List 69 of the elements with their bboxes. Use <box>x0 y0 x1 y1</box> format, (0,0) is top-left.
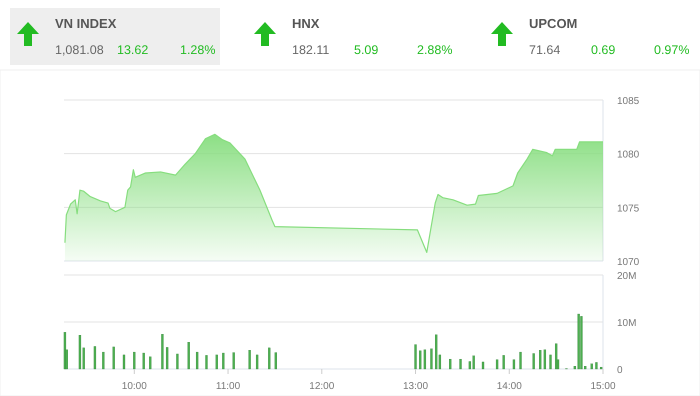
bar <box>549 354 552 370</box>
bar <box>78 335 82 370</box>
y-tick-label: 1070 <box>617 257 640 268</box>
bar <box>216 354 218 370</box>
text: 182.11 <box>292 43 330 57</box>
bar <box>590 364 593 370</box>
text: 0.69 <box>591 43 616 57</box>
bar <box>434 334 438 370</box>
text: HNX <box>292 16 320 31</box>
y-tick-label: 20M <box>617 271 636 282</box>
bar <box>102 352 105 370</box>
x-tick-label: 14:00 <box>496 381 522 392</box>
bar <box>248 350 251 370</box>
bar <box>205 355 208 370</box>
bar <box>166 347 168 370</box>
text: 5.09 <box>354 43 378 57</box>
text: 0.97% <box>654 43 690 57</box>
bar <box>424 350 426 370</box>
bar <box>256 354 258 370</box>
bar <box>502 355 505 370</box>
bar <box>64 332 66 370</box>
bar <box>161 334 164 370</box>
bar <box>222 352 225 370</box>
bar <box>512 359 516 370</box>
text: VN INDEX <box>55 16 117 31</box>
bar <box>554 343 558 370</box>
bar <box>274 352 277 370</box>
bar <box>532 353 535 370</box>
bar <box>449 358 452 370</box>
text: 13.62 <box>117 43 148 57</box>
text: UPCOM <box>529 16 578 31</box>
bar <box>539 350 542 370</box>
bar <box>544 350 546 370</box>
bar <box>112 346 115 370</box>
text: 1.28% <box>180 43 216 57</box>
bar <box>176 354 179 370</box>
x-tick-label: 11:00 <box>216 381 241 392</box>
bar <box>459 358 462 370</box>
bar <box>496 359 498 370</box>
bar <box>142 352 145 370</box>
bar <box>595 362 598 370</box>
bar <box>472 356 475 370</box>
x-tick-label: 15:00 <box>590 381 616 392</box>
x-tick-label: 12:00 <box>309 381 335 392</box>
bar <box>122 354 126 370</box>
bar <box>580 316 583 370</box>
bar <box>149 356 152 370</box>
text: 2.88% <box>417 43 452 57</box>
bar <box>196 352 198 370</box>
y-tick-label: 1080 <box>617 150 640 161</box>
y-tick-label: 10M <box>617 318 636 329</box>
text: 71.64 <box>529 43 560 57</box>
bar <box>232 352 235 370</box>
x-tick-label: 13:00 <box>403 381 428 392</box>
bar <box>414 344 417 370</box>
y-tick-label: 0 <box>617 365 623 376</box>
y-tick-label: 1085 <box>617 96 640 107</box>
x-tick-label: 10:00 <box>122 381 148 392</box>
bar <box>188 342 190 370</box>
bar <box>577 314 580 370</box>
bar <box>133 352 136 370</box>
bar <box>519 352 522 370</box>
bar <box>482 362 484 370</box>
bar <box>268 348 270 370</box>
text: 1,081.08 <box>55 43 104 57</box>
y-tick-label: 1075 <box>617 203 640 214</box>
bar <box>419 350 422 370</box>
bar <box>430 348 433 370</box>
bar <box>94 346 96 370</box>
